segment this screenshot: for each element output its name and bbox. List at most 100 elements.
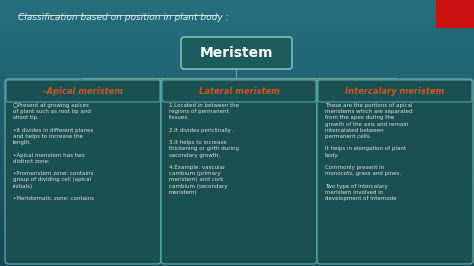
Bar [0,40,474,41]
Bar [0,91,474,92]
Bar [0,65,474,66]
Bar [0,86,474,87]
Bar [0,166,474,167]
Bar [0,133,474,134]
Bar [0,193,474,194]
Bar [0,191,474,192]
Bar [0,249,474,250]
Bar [0,104,474,105]
Bar [0,35,474,36]
Text: Classification based on position in plant body :: Classification based on position in plan… [18,13,228,22]
Bar [0,178,474,179]
Text: ○Present at growing apices
of plant such as root tip and
shoot tip.

•It divides: ○Present at growing apices of plant such… [13,103,94,201]
Bar [0,13,474,14]
Bar [0,120,474,121]
Bar [0,49,474,50]
Bar [0,93,474,94]
Bar [0,246,474,247]
Bar [0,209,474,210]
Bar [0,3,474,4]
Bar [0,31,474,32]
Bar [0,189,474,190]
Bar [0,175,474,176]
FancyBboxPatch shape [161,79,317,264]
Bar [0,157,474,158]
Bar [0,38,474,39]
Bar [0,54,474,55]
Bar [0,60,474,61]
Bar [0,174,474,175]
Bar [0,125,474,126]
Bar [0,99,474,100]
Bar [0,67,474,68]
Bar [0,240,474,241]
Bar [0,187,474,188]
Bar [0,238,474,239]
Bar [0,129,474,130]
Bar [0,27,474,28]
Bar [0,24,474,25]
Bar [0,117,474,118]
Bar [0,80,474,81]
Bar [0,106,474,107]
Bar [0,207,474,208]
Bar [0,83,474,84]
Bar [0,156,474,157]
Bar [0,95,474,96]
Bar [0,219,474,220]
Text: 1.Located in between the
regions of permanent
tissues.

2.It divides periclinall: 1.Located in between the regions of perm… [169,103,239,195]
Bar [0,196,474,197]
Bar [0,153,474,154]
Bar [0,121,474,122]
Bar [0,161,474,162]
Bar [0,61,474,62]
Bar [0,21,474,22]
Bar [0,48,474,49]
Bar [0,9,474,10]
Bar [0,155,474,156]
Bar [0,197,474,198]
Bar [0,232,474,233]
Bar [0,115,474,116]
Bar [0,118,474,119]
Bar [0,87,474,88]
Bar [0,37,474,38]
Bar [0,84,474,85]
Bar [0,101,474,102]
Bar [0,11,474,12]
Bar [0,233,474,234]
Bar [0,235,474,236]
Bar [0,68,474,69]
Bar [0,98,474,99]
Bar [0,195,474,196]
Text: -Apical meristem: -Apical meristem [43,86,123,95]
Bar [0,241,474,242]
Bar [0,165,474,166]
Bar [0,226,474,227]
Bar [0,109,474,110]
Bar [0,173,474,174]
Bar [0,247,474,248]
Bar [0,152,474,153]
Bar [0,97,474,98]
Bar [0,171,474,172]
Bar [0,119,474,120]
Bar [0,162,474,163]
Bar [0,62,474,63]
FancyBboxPatch shape [318,80,472,102]
Bar [0,77,474,78]
Bar [0,130,474,131]
Bar [0,221,474,222]
Bar [0,73,474,74]
Bar [0,222,474,223]
Bar [0,41,474,42]
Bar [0,137,474,138]
Bar [0,239,474,240]
Bar [0,19,474,20]
Bar [0,140,474,141]
Bar [0,260,474,261]
Bar [0,100,474,101]
Bar [0,265,474,266]
FancyBboxPatch shape [317,79,473,264]
Bar [0,142,474,143]
